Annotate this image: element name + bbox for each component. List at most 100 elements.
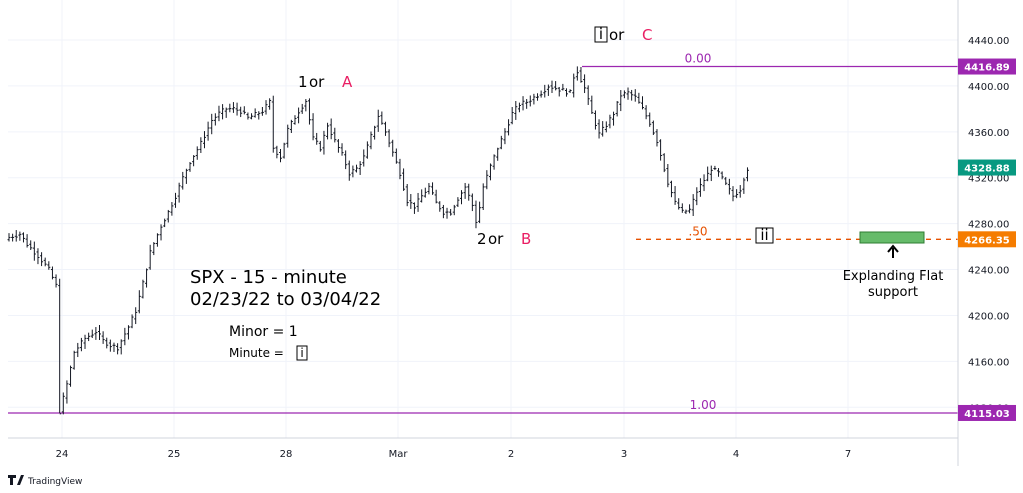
ohlc-bar	[724, 176, 728, 186]
ohlc-bar	[575, 66, 579, 81]
ohlc-bar	[619, 90, 623, 112]
ohlc-bar	[630, 89, 634, 101]
ohlc-bar	[583, 74, 587, 94]
ohlc-bar	[318, 140, 322, 152]
ohlc-bar	[557, 86, 561, 97]
ohlc-bar	[546, 84, 550, 96]
ohlc-bar	[148, 244, 152, 270]
ohlc-bar	[438, 201, 442, 212]
y-tick-label: 4280.00	[968, 220, 1009, 231]
ohlc-bar	[47, 261, 51, 270]
minute-box-label: i	[300, 346, 303, 360]
ohlc-bar	[50, 266, 54, 280]
ohlc-bar	[604, 121, 608, 133]
ohlc-bar	[561, 83, 565, 91]
ohlc-bar	[554, 81, 558, 91]
ohlc-bar	[655, 129, 659, 147]
ohlc-bar	[463, 182, 467, 199]
ohlc-bar	[315, 132, 319, 145]
ohlc-bar	[174, 192, 178, 208]
svg-text:or: or	[488, 230, 504, 248]
ohlc-bar	[58, 278, 62, 415]
fibonacci-levels: 0.00 .50 1.00	[8, 52, 958, 414]
ohlc-bar	[460, 190, 463, 205]
ohlc-bar	[673, 186, 677, 205]
ohlc-bar	[608, 114, 612, 129]
ohlc-bar	[297, 107, 301, 124]
ohlc-bar	[83, 334, 87, 349]
svg-text:or: or	[309, 73, 325, 91]
y-tick-label: 4240.00	[968, 266, 1009, 277]
svg-text:4416.89: 4416.89	[964, 63, 1010, 74]
ohlc-bar	[199, 137, 203, 153]
svg-text:B: B	[521, 230, 531, 248]
ohlc-bar	[706, 166, 710, 182]
ohlc-bar	[300, 103, 304, 114]
grid-lines	[8, 0, 958, 438]
ohlc-bar	[387, 129, 391, 148]
svg-text:2: 2	[477, 230, 487, 248]
ohlc-bar	[293, 115, 297, 125]
ohlc-bar	[713, 165, 717, 171]
ohlc-bar	[166, 209, 170, 223]
y-tick-label: 4200.00	[968, 311, 1009, 322]
ohlc-bar	[478, 201, 482, 224]
ohlc-bar	[507, 119, 511, 136]
fib-level-label: .50	[688, 224, 707, 238]
ohlc-bar	[398, 158, 402, 180]
ohlc-bar	[268, 98, 272, 110]
ohlc-bar	[76, 342, 80, 358]
price-tags: 4416.89 4328.88 4266.35 4115.03	[958, 58, 1016, 421]
minute-label: Minute =	[229, 346, 284, 360]
ohlc-bar	[307, 98, 311, 125]
ohlc-bar	[105, 337, 109, 349]
ohlc-bar	[29, 240, 33, 250]
price-bars	[7, 66, 749, 415]
ohlc-bar	[597, 119, 601, 139]
ohlc-bar	[333, 127, 337, 143]
ohlc-bar	[525, 99, 529, 109]
x-tick-label: 25	[168, 449, 181, 460]
ohlc-bar	[21, 232, 25, 243]
ohlc-bar	[239, 106, 243, 118]
ohlc-bar	[492, 154, 496, 170]
ohlc-bar	[717, 168, 721, 177]
ohlc-bar	[499, 135, 503, 150]
ohlc-bar	[684, 209, 688, 215]
ohlc-bar	[735, 189, 739, 199]
ohlc-bar	[742, 177, 746, 194]
ohlc-bar	[470, 193, 474, 212]
svg-text:4328.88: 4328.88	[964, 164, 1010, 175]
ohlc-bar	[380, 111, 384, 125]
x-axis: 24 25 28 Mar 2 3 4 7	[56, 449, 852, 460]
ohlc-bar	[11, 233, 15, 242]
ohlc-bar	[394, 148, 398, 164]
ohlc-bar	[163, 218, 167, 228]
minor-label: Minor = 1	[229, 324, 298, 340]
ohlc-bar	[286, 124, 290, 148]
ohlc-bar	[514, 100, 518, 120]
ohlc-bar	[14, 230, 18, 242]
ohlc-bar	[94, 327, 98, 340]
ohlc-bar	[141, 279, 145, 299]
ohlc-bar	[402, 168, 406, 191]
ohlc-bar	[311, 113, 315, 141]
ohlc-bar	[155, 233, 159, 247]
ohlc-bar	[680, 203, 684, 213]
ohlc-bar	[456, 197, 460, 208]
ohlc-bar	[644, 105, 648, 120]
ohlc-bar	[434, 189, 438, 204]
ohlc-bar	[224, 107, 228, 118]
ohlc-bar	[579, 67, 583, 83]
ohlc-bar	[698, 178, 702, 197]
ohlc-bar	[87, 332, 91, 342]
ohlc-bar	[445, 207, 449, 219]
ohlc-bar	[720, 171, 724, 180]
ohlc-bar	[242, 106, 246, 115]
ohlc-bar	[40, 252, 44, 267]
ohlc-bar	[691, 194, 695, 217]
ohlc-bar	[510, 106, 514, 125]
ohlc-bar	[61, 392, 65, 415]
support-note-line1: Explanding Flat	[843, 269, 944, 284]
ohlc-bar	[170, 202, 174, 216]
